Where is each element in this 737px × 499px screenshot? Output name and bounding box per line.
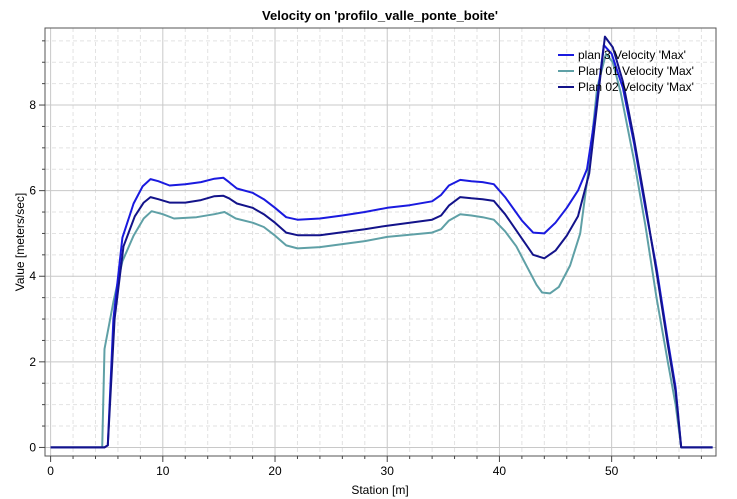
legend-label: Plan 02 Velocity 'Max' (578, 80, 694, 94)
legend-label: Plan 01 Velocity 'Max' (578, 64, 694, 78)
x-axis-label: Station [m] (351, 483, 408, 497)
x-tick-label: 20 (268, 464, 282, 478)
y-tick-label: 8 (29, 98, 36, 112)
y-tick-label: 6 (29, 184, 36, 198)
series-line (50, 52, 713, 449)
y-tick-label: 0 (29, 440, 36, 454)
y-tick-label: 2 (29, 355, 36, 369)
legend: plan 3 Velocity 'Max' Plan 01 Velocity 'M… (558, 48, 694, 94)
x-tick-label: 10 (156, 464, 170, 478)
x-tick-label: 50 (605, 464, 619, 478)
series-line (50, 44, 713, 449)
y-axis-label: Value [meters/sec] (13, 193, 27, 291)
x-tick-label: 30 (381, 464, 395, 478)
chart-title: Velocity on 'profilo_valle_ponte_boite' (262, 8, 498, 23)
x-tick-label: 40 (493, 464, 507, 478)
legend-label: plan 3 Velocity 'Max' (578, 48, 686, 62)
plot-grid (45, 28, 716, 456)
series-line (50, 35, 713, 449)
x-tick-label: 0 (47, 464, 54, 478)
axis-ticks: 0 10 20 30 40 50 0 2 4 6 8 (29, 40, 702, 478)
plot-frame (44, 27, 717, 457)
y-tick-label: 4 (29, 269, 36, 283)
series-lines (50, 35, 713, 449)
